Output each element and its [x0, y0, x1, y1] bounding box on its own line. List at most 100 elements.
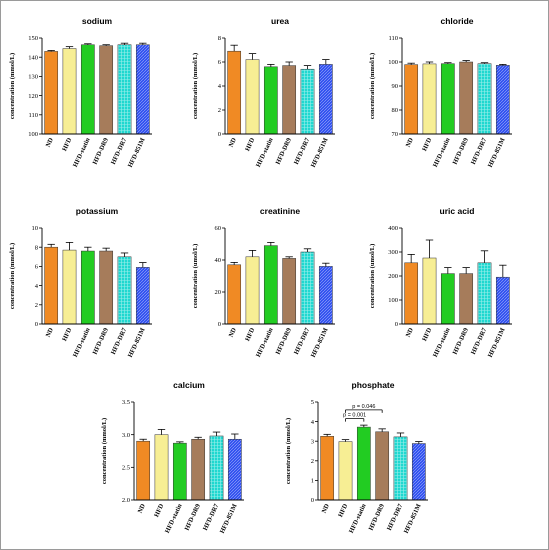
- bar: [495, 65, 510, 135]
- y-axis-label: concentration (mmol/L): [192, 53, 199, 119]
- category-label: HFD-statin: [164, 503, 184, 535]
- bar: [80, 44, 95, 135]
- category-label: HFD-statin: [255, 137, 275, 169]
- y-tick-label: 10: [32, 225, 39, 232]
- bar: [135, 267, 150, 325]
- chart-title: calcium: [173, 380, 205, 390]
- chart-title: urea: [271, 16, 289, 26]
- y-tick-label: 3: [311, 438, 314, 445]
- bar: [318, 266, 333, 325]
- y-tick-label: 200: [388, 273, 398, 280]
- category-label: HFD: [153, 503, 165, 519]
- bar: [404, 262, 419, 325]
- bar: [282, 258, 297, 325]
- chart-sodium: sodium concentration (mmol/L) ND HFDHFD-sta…: [9, 16, 152, 169]
- category-label: HFD-statin: [72, 137, 92, 169]
- bar: [62, 249, 77, 325]
- category-label: HFD: [61, 327, 73, 343]
- y-tick-label: 140: [28, 54, 38, 61]
- y-tick-label: 130: [28, 74, 38, 81]
- chart-title: sodium: [82, 16, 113, 26]
- y-tick-label: 110: [28, 112, 38, 119]
- y-tick-label: 6: [35, 264, 39, 271]
- category-label: ND: [405, 137, 415, 149]
- chart-urea: urea concentration (mmol/L) ND HFDHFD-stati…: [192, 16, 335, 169]
- category-label: HFD: [421, 327, 433, 343]
- y-tick-label: 2: [311, 458, 314, 465]
- bar: [227, 438, 242, 501]
- bar: [227, 50, 242, 135]
- y-tick-label: 80: [392, 107, 399, 114]
- category-label: ND: [228, 327, 238, 339]
- chart-title: chloride: [440, 16, 473, 26]
- category-label: HFD-statin: [348, 503, 368, 535]
- category-label: HFD: [421, 137, 433, 153]
- bar: [393, 436, 408, 501]
- y-tick-label: 100: [28, 131, 38, 138]
- category-label: HFD-851M: [487, 137, 507, 169]
- y-tick-label: 2.5: [122, 465, 130, 472]
- category-label: ND: [137, 503, 147, 515]
- category-label: HFD-DR7: [110, 326, 129, 355]
- bar: [135, 44, 150, 135]
- bar: [62, 48, 77, 135]
- category-label: ND: [45, 327, 55, 339]
- y-tick-label: 3.0: [122, 432, 130, 439]
- bar: [136, 440, 151, 501]
- bar: [300, 68, 315, 135]
- bar: [191, 438, 206, 501]
- bar: [99, 45, 114, 135]
- category-label: HFD-851M: [219, 503, 239, 535]
- bar: [477, 262, 492, 325]
- bar: [375, 431, 390, 501]
- category-label: HFD-DR9: [92, 136, 111, 165]
- category-label: HFD-DR7: [293, 326, 312, 355]
- category-label: ND: [321, 503, 331, 515]
- bar: [44, 246, 59, 325]
- y-tick-label: 2: [218, 107, 221, 114]
- category-label: HFD-851M: [487, 327, 507, 359]
- category-label: HFD-851M: [403, 503, 423, 535]
- bar: [356, 426, 371, 501]
- y-tick-label: 5: [311, 399, 314, 406]
- category-label: HFD-851M: [127, 327, 147, 359]
- category-label: HFD: [244, 327, 256, 343]
- y-tick-label: 8: [218, 35, 221, 42]
- bar: [495, 276, 510, 325]
- bar: [440, 273, 455, 325]
- y-tick-label: 4: [218, 83, 222, 90]
- bar: [245, 59, 260, 135]
- chart-chloride: chloride concentration (mmol/L) ND HFDHFD-s…: [369, 16, 512, 169]
- y-axis-label: concentration (mmol/L): [101, 418, 108, 484]
- significance-label: p = 0.046: [352, 404, 375, 410]
- category-label: HFD-DR9: [184, 502, 203, 531]
- bar: [227, 264, 242, 325]
- chart-title: uric acid: [440, 206, 475, 216]
- category-label: HFD-DR9: [275, 326, 294, 355]
- y-tick-label: 2: [35, 302, 38, 309]
- y-tick-label: 0: [395, 321, 398, 328]
- bar: [404, 64, 419, 135]
- bar: [172, 442, 187, 501]
- bar: [263, 245, 278, 325]
- category-label: HFD-DR7: [202, 502, 221, 531]
- bar: [338, 441, 353, 501]
- y-tick-label: 2.0: [122, 497, 130, 504]
- category-label: HFD-DR9: [92, 326, 111, 355]
- bar: [300, 251, 315, 325]
- y-tick-label: 60: [215, 225, 222, 232]
- category-label: HFD-851M: [127, 137, 147, 169]
- bar: [117, 256, 132, 325]
- category-label: HFD-statin: [72, 327, 92, 359]
- category-label: HFD-DR7: [110, 136, 129, 165]
- bar: [245, 256, 260, 325]
- category-label: HFD-DR7: [386, 502, 405, 531]
- category-label: HFD-DR7: [470, 326, 489, 355]
- y-tick-label: 8: [35, 244, 38, 251]
- y-tick-label: 90: [392, 83, 399, 90]
- y-tick-label: 1: [311, 478, 314, 485]
- bar: [459, 61, 474, 135]
